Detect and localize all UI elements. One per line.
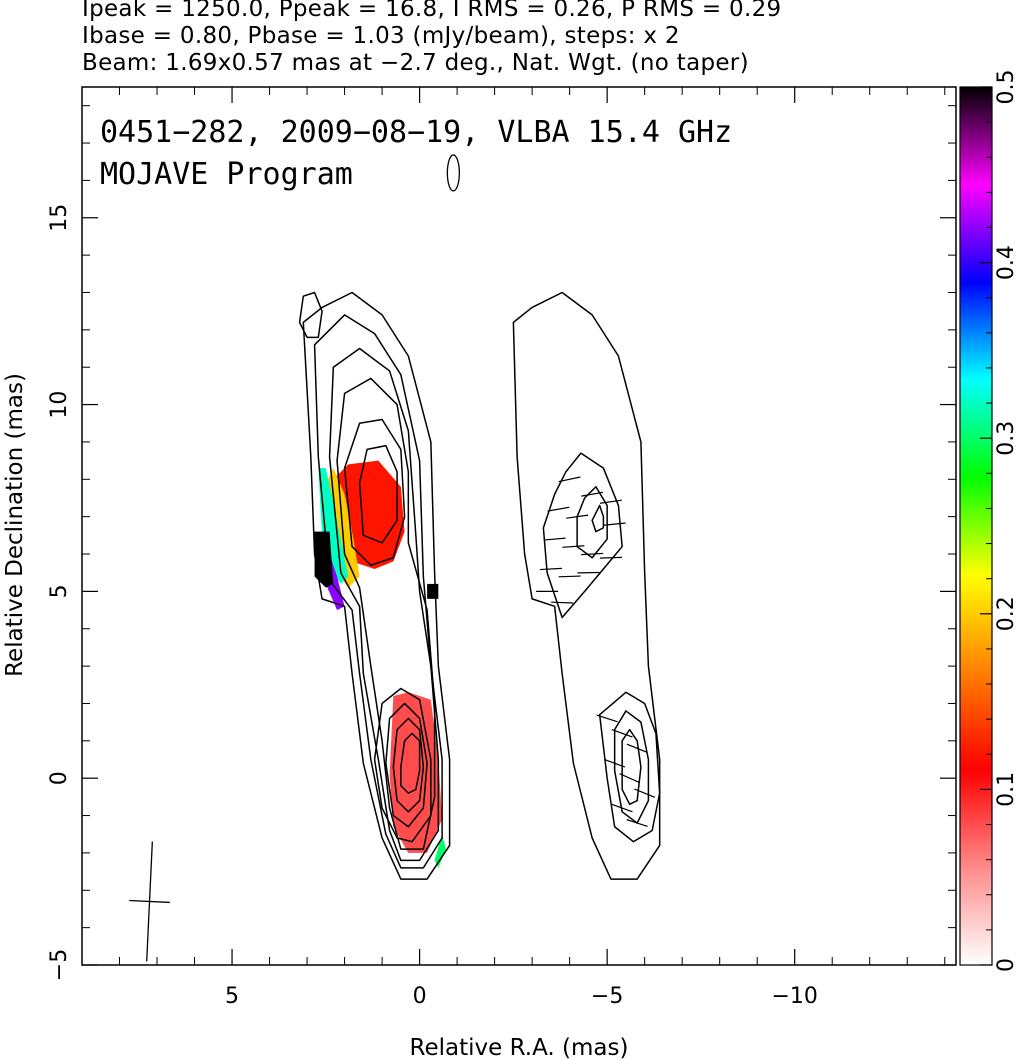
evpa-vector-11 [558,575,581,578]
colorbar-gradient [959,86,993,966]
evpa-vector-layer [536,476,656,827]
plot-frame [81,86,957,966]
evpa-vector-17 [626,743,648,753]
colorbar-tick-label: 0.5 [994,70,1019,105]
faint-feature-0 [446,154,461,192]
left-contour-2 [328,347,440,862]
evpa-vector-0 [558,476,581,483]
left-contour-9 [400,732,421,794]
left-contour-4 [343,418,406,566]
left-contour-3 [336,377,436,850]
right-contour-5 [613,710,650,824]
evpa-vector-4 [566,514,589,519]
x-tick-label: 5 [225,984,239,1009]
evpa-vector-16 [611,729,633,738]
evpa-vector-3 [547,506,570,512]
left-contour-6 [373,687,432,843]
x-tick-label: −5 [591,984,623,1009]
x-tick-label: −10 [771,984,817,1009]
chart-title: 0451−282, 2009−08−19, VLBA 15.4 GHz [100,115,732,150]
evpa-vector-21 [611,803,633,813]
colorbar-tick-label: 0.3 [994,421,1019,456]
colorbar: 0 0.1 0.2 0.3 0.4 0.5 [959,70,1019,972]
left-contour-7 [385,702,428,828]
evpa-vector-14 [551,601,574,604]
evpa-vector-9 [599,556,622,559]
fractional-polarization-layer [314,460,446,868]
right-contour-0 [512,291,661,880]
y-tick-label: 15 [47,204,72,232]
contour-layer [298,154,661,880]
evpa-vector-22 [626,819,648,827]
right-contour-1 [542,452,623,619]
y-tick-label: 5 [47,584,72,598]
right-contour-2 [576,486,608,559]
pol-region-7 [434,834,446,868]
evpa-vector-20 [634,788,656,798]
axis-ticks: 5 0 −5 −10 −5 0 5 10 15 [47,87,956,1009]
header-line-3: Beam: 1.69x0.57 mas at −2.7 deg., Nat. W… [82,50,749,76]
evpa-vector-6 [543,537,566,541]
chart-subtitle: MOJAVE Program [100,157,353,192]
evpa-vector-7 [562,545,585,548]
header-line-2: Ibase = 0.80, Pbase = 1.03 (mJy/beam), s… [82,23,680,49]
left-contour-8 [392,717,425,813]
x-axis-title: Relative R.A. (mas) [410,1035,629,1060]
right-contour-6 [621,728,642,806]
colorbar-tick-label: 0.4 [994,245,1019,280]
evpa-vector-15 [596,714,618,723]
pol-region-6 [389,692,443,853]
evpa-vector-1 [581,491,604,497]
y-tick-label: −5 [47,949,72,981]
colorbar-tick-label: 0.2 [994,596,1019,631]
pol-region-5 [427,583,439,599]
right-contour-3 [591,504,605,533]
x-tick-label: 0 [413,984,427,1009]
beam-minor-axis [129,899,170,904]
colorbar-tick-label: 0 [994,958,1019,972]
evpa-vector-10 [539,567,562,571]
left-contour-0 [302,291,451,880]
right-contour-4 [598,691,661,843]
evpa-vector-19 [619,773,640,784]
evpa-vector-18 [604,758,626,768]
evpa-vector-5 [603,522,626,526]
evpa-vector-8 [581,552,604,556]
evpa-vector-2 [599,499,622,504]
y-tick-label: 0 [47,771,72,785]
pol-region-2 [318,468,349,584]
header-line-1: Ipeak = 1250.0, Ppeak = 16.8, I RMS = 0.… [82,0,782,22]
left-contour-10 [298,291,323,339]
left-contour-1 [313,314,443,869]
y-tick-label: 10 [47,391,72,419]
left-contour-5 [358,444,398,544]
beam-marker [129,841,170,962]
colorbar-tick-label: 0.1 [994,772,1019,807]
y-axis-title: Relative Declination (mas) [2,373,28,677]
